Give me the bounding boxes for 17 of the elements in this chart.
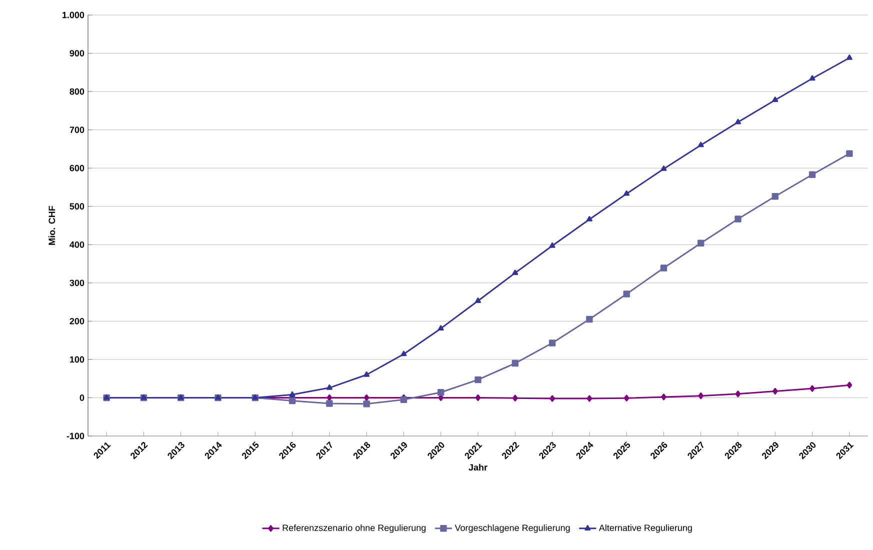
y-tick-label: 0 bbox=[80, 394, 84, 401]
y-tick-label: -100 bbox=[66, 432, 84, 440]
y-tick-label: 200 bbox=[70, 318, 84, 324]
x-axis-title: Jahr bbox=[468, 464, 488, 471]
y-tick-label: 900 bbox=[70, 50, 84, 56]
legend-label: Vorgeschlagene Regulierung bbox=[454, 524, 570, 533]
y-axis-title: Mio. CHF bbox=[48, 206, 56, 245]
y-tick-label: 400 bbox=[70, 241, 84, 248]
y-tick-label: 1.000 bbox=[62, 12, 84, 18]
y-tick-label: 500 bbox=[70, 203, 84, 210]
y-tick-label: 600 bbox=[70, 164, 84, 172]
y-tick-label: 800 bbox=[70, 88, 84, 95]
y-tick-label: 700 bbox=[70, 126, 84, 134]
y-tick-label: 300 bbox=[70, 280, 84, 286]
legend-label: Alternative Regulierung bbox=[598, 524, 692, 533]
legend-label: Referenzszenario ohne Regulierung bbox=[282, 524, 426, 533]
y-tick-label: 100 bbox=[70, 356, 84, 363]
